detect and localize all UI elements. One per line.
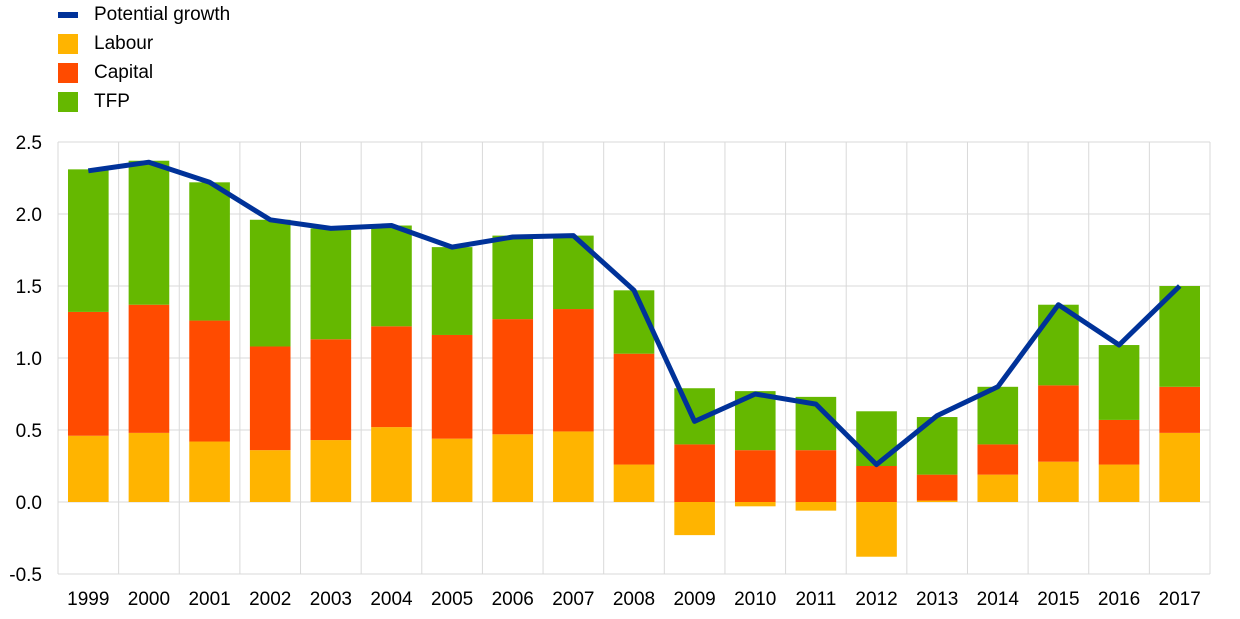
bar-labour-2009 bbox=[674, 502, 715, 536]
y-tick-label-4: 0.5 bbox=[16, 421, 42, 442]
x-tick-label-2004: 2004 bbox=[370, 589, 413, 610]
bar-labour-2012 bbox=[856, 502, 897, 557]
x-tick-label-2001: 2001 bbox=[188, 589, 230, 610]
bar-tfp-2012 bbox=[856, 411, 897, 466]
x-tick-label-2011: 2011 bbox=[795, 589, 836, 610]
bar-labour-2011 bbox=[795, 502, 837, 511]
bar-tfp-2005 bbox=[431, 247, 473, 335]
bar-capital-2017 bbox=[1159, 386, 1200, 433]
x-tick-label-2017: 2017 bbox=[1159, 589, 1201, 610]
y-tick-label-2: 1.5 bbox=[16, 277, 42, 298]
bar-tfp-2016 bbox=[1098, 345, 1140, 420]
bar-labour-2000 bbox=[128, 432, 170, 502]
bar-capital-2007 bbox=[553, 309, 594, 432]
bar-labour-2001 bbox=[189, 441, 230, 502]
x-tick-label-2012: 2012 bbox=[855, 589, 897, 610]
bar-capital-2003 bbox=[310, 339, 352, 441]
legend-swatch-labour bbox=[58, 33, 78, 54]
bar-labour-2016 bbox=[1098, 464, 1140, 502]
y-axis-ticks: 2.5 2.0 1.5 1.0 0.5 0.0 -0.5 bbox=[9, 133, 42, 586]
x-tick-label-2009: 2009 bbox=[673, 589, 715, 610]
bar-capital-2010 bbox=[734, 450, 776, 502]
y-tick-label-5: 0.0 bbox=[16, 493, 42, 514]
bar-labour-2008 bbox=[613, 464, 655, 502]
bar-capital-2004 bbox=[371, 326, 412, 428]
bar-tfp-2014 bbox=[977, 386, 1019, 445]
x-tick-label-2003: 2003 bbox=[310, 589, 352, 610]
x-tick-label-1999: 1999 bbox=[67, 589, 109, 610]
bar-labour-2013 bbox=[916, 500, 958, 502]
legend-item-labour: Labour bbox=[58, 29, 230, 58]
x-tick-label-2005: 2005 bbox=[431, 589, 473, 610]
bar-capital-2011 bbox=[795, 450, 837, 502]
line-layer bbox=[87, 159, 1182, 468]
y-tick-label-1: 2.0 bbox=[16, 205, 42, 226]
bar-capital-2016 bbox=[1098, 419, 1140, 465]
legend-label-labour: Labour bbox=[94, 32, 154, 54]
x-tick-label-2014: 2014 bbox=[977, 589, 1020, 610]
bar-capital-2013 bbox=[916, 474, 958, 501]
x-tick-label-2016: 2016 bbox=[1098, 589, 1140, 610]
y-tick-label-0: 2.5 bbox=[16, 133, 42, 154]
bar-tfp-2001 bbox=[189, 182, 230, 321]
legend-item-capital: Capital bbox=[58, 58, 230, 87]
bar-capital-2014 bbox=[977, 444, 1019, 475]
legend-item-potential-growth: Potential growth bbox=[58, 0, 230, 29]
y-tick-label-6: -0.5 bbox=[9, 565, 42, 586]
bar-tfp-2003 bbox=[310, 228, 352, 340]
legend-label-capital: Capital bbox=[94, 61, 154, 83]
bar-capital-2002 bbox=[249, 346, 291, 451]
x-axis-ticks: 1999 2000 2001 2002 2003 2004 2005 2006 2007 2008… bbox=[67, 589, 1201, 610]
bar-labour-2006 bbox=[492, 434, 534, 502]
legend: Potential growth Labour Capital TFP bbox=[58, 0, 230, 116]
bar-tfp-2006 bbox=[492, 235, 534, 320]
x-tick-label-2002: 2002 bbox=[249, 589, 291, 610]
bar-labour-1999 bbox=[68, 435, 109, 502]
legend-swatch-capital bbox=[58, 62, 78, 83]
x-tick-label-2015: 2015 bbox=[1037, 589, 1079, 610]
bar-capital-2008 bbox=[613, 353, 655, 465]
legend-label-tfp: TFP bbox=[94, 90, 130, 112]
bar-capital-2000 bbox=[128, 304, 170, 433]
legend-label-potential-growth: Potential growth bbox=[94, 3, 231, 25]
bar-capital-2012 bbox=[856, 466, 897, 502]
bar-labour-2005 bbox=[431, 438, 473, 502]
bar-tfp-2017 bbox=[1159, 286, 1200, 387]
legend-swatch-potential-growth bbox=[58, 11, 78, 18]
bar-labour-2017 bbox=[1159, 432, 1200, 502]
bar-tfp-1999 bbox=[68, 169, 109, 312]
bar-labour-2003 bbox=[310, 440, 352, 502]
x-tick-label-2007: 2007 bbox=[552, 589, 594, 610]
bar-labour-2007 bbox=[553, 431, 594, 502]
bar-labour-2010 bbox=[734, 502, 776, 507]
x-tick-label-2010: 2010 bbox=[734, 589, 776, 610]
x-tick-label-2000: 2000 bbox=[128, 589, 170, 610]
bar-labour-2002 bbox=[249, 450, 291, 502]
bar-capital-2005 bbox=[431, 334, 473, 439]
bar-tfp-2015 bbox=[1038, 304, 1079, 386]
bar-capital-2001 bbox=[189, 320, 230, 442]
bar-capital-2009 bbox=[674, 444, 715, 502]
bars bbox=[68, 160, 1200, 557]
legend-item-tfp: TFP bbox=[58, 87, 230, 116]
bar-tfp-2000 bbox=[128, 160, 170, 305]
bar-capital-2006 bbox=[492, 319, 534, 435]
x-tick-label-2006: 2006 bbox=[492, 589, 534, 610]
legend-swatch-tfp bbox=[58, 91, 78, 112]
bar-labour-2004 bbox=[371, 427, 412, 502]
bar-labour-2014 bbox=[977, 474, 1019, 502]
bar-capital-2015 bbox=[1038, 385, 1079, 462]
bar-tfp-2004 bbox=[371, 225, 412, 327]
x-tick-label-2013: 2013 bbox=[916, 589, 958, 610]
x-tick-label-2008: 2008 bbox=[613, 589, 655, 610]
bar-tfp-2002 bbox=[249, 219, 291, 347]
bar-labour-2015 bbox=[1038, 461, 1079, 502]
y-tick-label-3: 1.0 bbox=[16, 349, 42, 370]
bar-capital-1999 bbox=[68, 311, 109, 436]
